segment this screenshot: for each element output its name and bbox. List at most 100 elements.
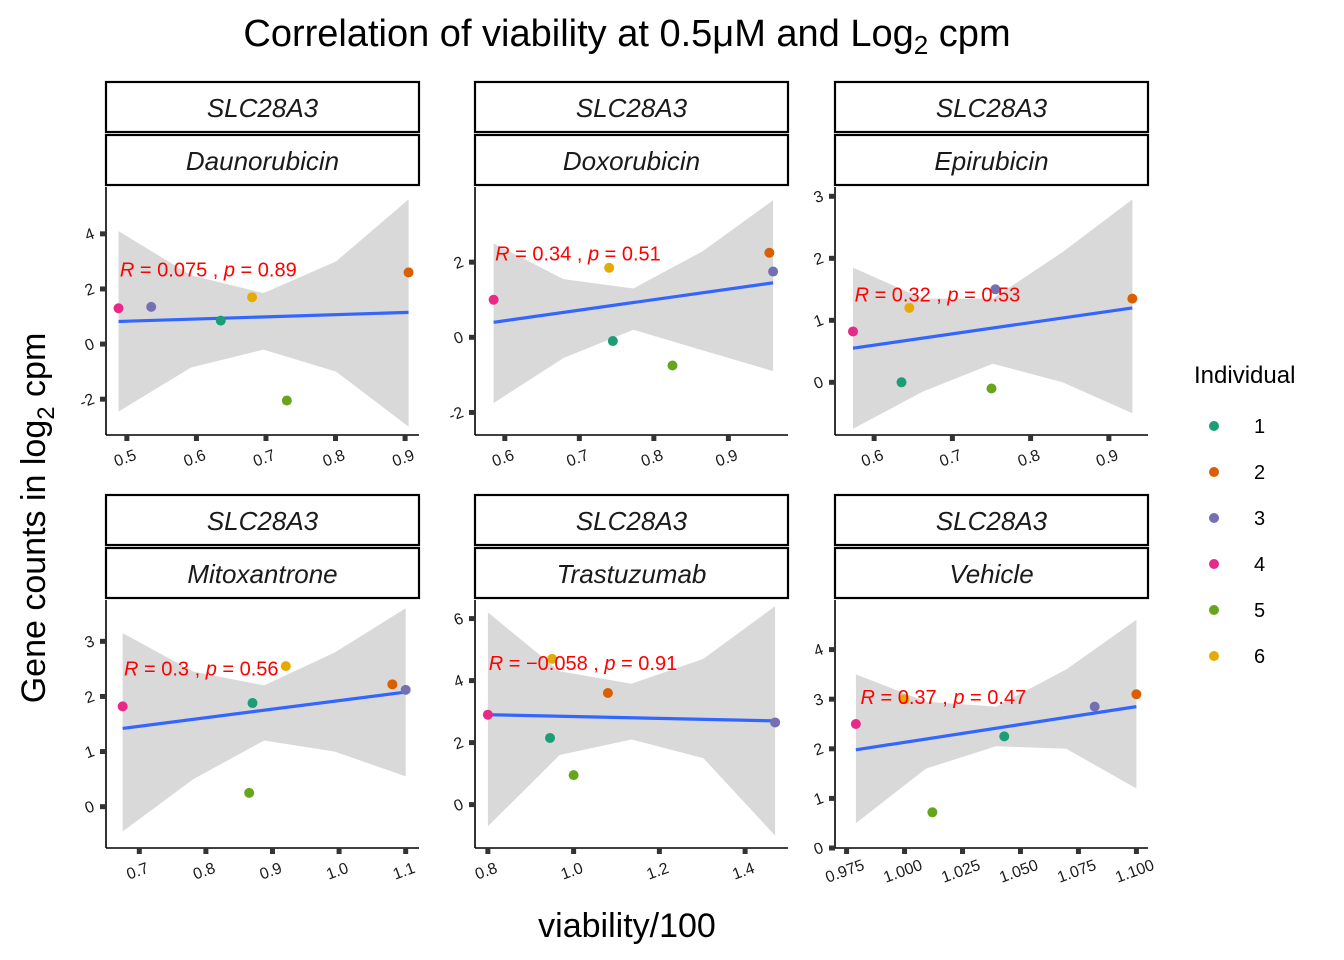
legend-key-dot: [1209, 605, 1219, 615]
data-point-individual-2: [403, 267, 414, 278]
x-axis-title: viability/100: [538, 907, 716, 945]
facet-panel: SLC28A3 Vehicle R = 0.37 , p = 0.47 0 1 2 3 4 0.…: [812, 493, 1157, 887]
x-tick-label: 0.7: [564, 447, 591, 471]
y-tick-label: 3: [812, 691, 826, 710]
correlation-annotation: R = −0.058 , p = 0.91: [489, 653, 678, 675]
legend-item: 1: [1209, 416, 1265, 438]
y-tick-label: -2: [447, 404, 466, 425]
facet-panel: SLC28A3 Trastuzumab R = −0.058 , p = 0.91 0…: [452, 493, 790, 884]
strip-drug-box: [473, 546, 790, 600]
x-tick-label: 1.075: [1055, 857, 1099, 887]
y-tick-label: 3: [83, 633, 97, 652]
data-point-individual-5: [986, 383, 997, 394]
data-point-individual-2: [387, 679, 398, 690]
x-tick-label: 0.9: [1094, 447, 1121, 471]
strip-gene-label: SLC28A3: [207, 93, 319, 123]
y-axis-title-subscript: 2: [33, 406, 60, 419]
legend-label: 6: [1254, 646, 1265, 668]
y-tick-label: 4: [812, 641, 826, 660]
data-point-individual-1: [215, 315, 226, 326]
legend-title: Individual: [1194, 362, 1295, 389]
regression-line: [122, 690, 406, 730]
y-tick-label: -2: [78, 391, 97, 412]
confidence-band: [853, 199, 1133, 429]
data-point-individual-4: [117, 701, 128, 712]
x-tick-label: 0.8: [191, 860, 218, 884]
confidence-band: [487, 606, 776, 836]
data-point-individual-5: [568, 770, 579, 781]
data-point-individual-2: [764, 247, 775, 258]
data-point-individual-3: [770, 717, 781, 728]
data-point-individual-4: [482, 709, 493, 720]
legend-label: 2: [1254, 462, 1265, 484]
data-point-individual-4: [847, 326, 858, 337]
confidence-band: [855, 619, 1137, 824]
y-tick-label: 4: [452, 672, 466, 691]
strip-drug-label: Trastuzumab: [557, 559, 707, 589]
title-mu: μ: [712, 13, 734, 55]
x-tick-label: 0.9: [390, 447, 417, 471]
data-point-individual-3: [1089, 701, 1100, 712]
data-point-individual-3: [990, 284, 1001, 295]
data-point-individual-3: [400, 684, 411, 695]
data-point-individual-2: [1127, 293, 1138, 304]
regression-line: [855, 705, 1137, 752]
facet-panel: SLC28A3 Epirubicin R = 0.32 , p = 0.53 0 1 2 3…: [812, 80, 1150, 471]
strip-gene-box: [104, 80, 421, 134]
data-point-individual-2: [1131, 689, 1142, 700]
legend-key-dot: [1209, 513, 1219, 523]
strip-drug-box: [104, 133, 421, 187]
y-tick-label: 2: [83, 688, 97, 707]
strip-gene-label: SLC28A3: [936, 93, 1048, 123]
facet-panel: SLC28A3 Daunorubicin R = 0.075 , p = 0.89 -…: [78, 80, 421, 471]
x-tick-label: 1.025: [939, 857, 983, 887]
x-tick-label: 1.050: [997, 857, 1041, 887]
regression-line: [852, 306, 1133, 350]
strip-gene-box: [833, 80, 1150, 134]
facet-panels: SLC28A3 Daunorubicin R = 0.075 , p = 0.89 -…: [78, 80, 1157, 887]
strip-gene-label: SLC28A3: [576, 93, 688, 123]
x-tick-label: 0.7: [124, 860, 151, 884]
correlation-annotation: R = 0.37 , p = 0.47: [861, 687, 1027, 709]
legend-label: 1: [1254, 416, 1265, 438]
data-point-individual-6: [547, 653, 558, 664]
data-point-individual-5: [244, 787, 255, 798]
y-axis-title-end: cpm: [15, 333, 53, 407]
y-tick-label: 0: [452, 329, 466, 348]
data-point-individual-6: [280, 661, 291, 672]
data-point-individual-6: [904, 302, 915, 313]
strip-gene-label: SLC28A3: [936, 506, 1048, 536]
x-tick-label: 0.8: [639, 447, 666, 471]
strip-gene-label: SLC28A3: [207, 506, 319, 536]
strip-drug-box: [833, 546, 1150, 600]
legend-key-dot: [1209, 651, 1219, 661]
y-tick-label: 0: [83, 798, 97, 817]
correlation-annotation: R = 0.3 , p = 0.56: [124, 659, 279, 681]
strip-gene-box: [473, 80, 790, 134]
x-tick-label: 0.5: [112, 447, 139, 471]
y-tick-label: 0: [812, 374, 826, 393]
strip-drug-label: Mitoxantrone: [187, 559, 337, 589]
x-tick-label: 0.8: [1016, 447, 1043, 471]
title-subscript: 2: [914, 30, 928, 60]
legend-key-dot: [1209, 559, 1219, 569]
strip-drug-label: Daunorubicin: [186, 146, 339, 176]
strip-gene-label: SLC28A3: [576, 506, 688, 536]
y-axis-title: Gene counts in log2 cpm: [15, 333, 60, 704]
data-point-individual-5: [667, 360, 678, 371]
y-tick-label: 2: [812, 741, 826, 760]
y-tick-label: 1: [812, 312, 826, 331]
x-tick-label: 0.8: [321, 447, 348, 471]
regression-line: [118, 310, 409, 324]
legend-key-dot: [1209, 421, 1219, 431]
y-tick-label: 2: [452, 254, 466, 273]
data-point-individual-1: [607, 336, 618, 347]
y-tick-label: 0: [452, 796, 466, 815]
legend-key-dot: [1209, 467, 1219, 477]
x-tick-label: 0.6: [859, 447, 886, 471]
legend-label: 3: [1254, 508, 1265, 530]
correlation-annotation: R = 0.075 , p = 0.89: [120, 260, 297, 282]
x-tick-label: 1.0: [559, 860, 586, 884]
legend-item: 6: [1209, 646, 1265, 668]
